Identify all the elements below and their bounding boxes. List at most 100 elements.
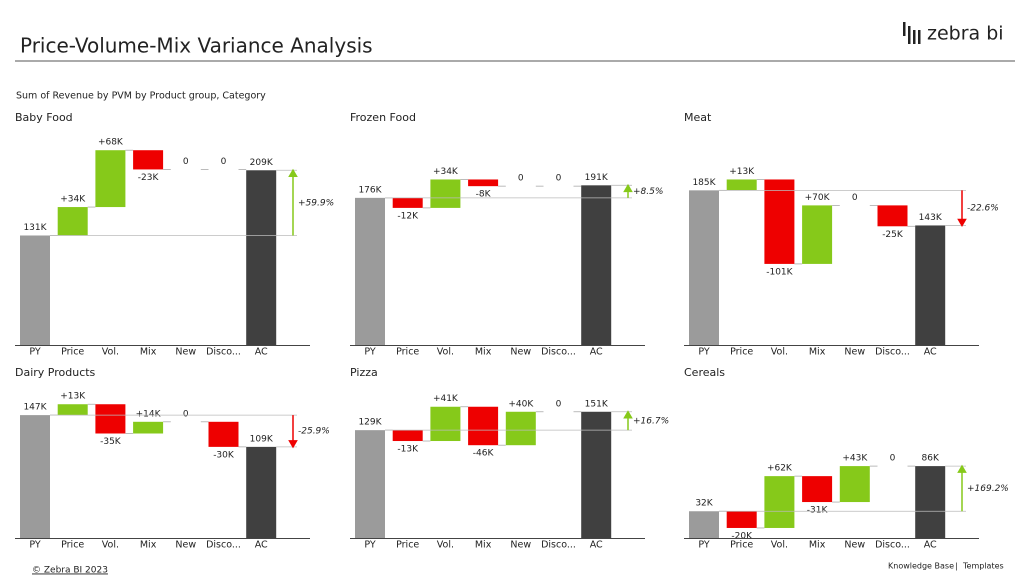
footer-separator: |	[955, 562, 958, 571]
value-label: -23K	[138, 173, 160, 183]
variance-label: -22.6%	[967, 203, 999, 213]
category-label: PY	[29, 540, 41, 551]
bar	[505, 411, 536, 446]
category-label: Price	[396, 347, 419, 358]
category-label: New	[844, 540, 865, 551]
bar	[581, 185, 612, 345]
value-label: 0	[852, 193, 858, 203]
bar	[57, 207, 88, 236]
bar	[802, 476, 833, 503]
value-label: +41K	[433, 394, 459, 404]
bar	[689, 511, 719, 538]
value-label: +14K	[136, 409, 162, 419]
category-label: PY	[364, 347, 376, 358]
category-label: PY	[698, 540, 710, 551]
value-label: 0	[890, 454, 896, 464]
bar	[726, 511, 757, 528]
value-label: -25K	[882, 230, 904, 240]
category-label: Mix	[475, 540, 492, 551]
bar	[208, 421, 239, 447]
variance-label: +59.9%	[298, 198, 334, 208]
variance-arrow	[288, 168, 298, 236]
variance-arrow	[623, 410, 633, 431]
variance-label: +169.2%	[967, 484, 1009, 494]
category-label: Mix	[809, 347, 826, 358]
value-label: -46K	[473, 449, 495, 459]
category-label: Price	[61, 347, 84, 358]
bar	[802, 205, 833, 264]
category-label: PY	[698, 347, 710, 358]
category-label: Mix	[809, 540, 826, 551]
value-label: 176K	[358, 185, 382, 195]
bar	[355, 430, 385, 538]
bar	[689, 190, 719, 345]
chart-title: Baby Food	[15, 111, 73, 124]
value-label: 0	[518, 174, 524, 184]
category-label: Price	[730, 540, 753, 551]
category-label: Price	[396, 540, 419, 551]
value-label: 0	[556, 399, 562, 409]
category-label: Price	[730, 347, 753, 358]
value-label: -13K	[397, 445, 419, 455]
value-label: 0	[183, 409, 189, 419]
value-label: -12K	[397, 211, 419, 221]
bar	[764, 476, 795, 528]
category-label: PY	[29, 347, 41, 358]
copyright[interactable]: © Zebra BI 2023	[32, 566, 108, 576]
page-title: Price-Volume-Mix Variance Analysis	[20, 34, 373, 58]
value-label: +13K	[729, 167, 755, 177]
variance-label: +8.5%	[633, 187, 663, 197]
value-label: 191K	[585, 173, 609, 183]
bar	[246, 446, 277, 538]
category-label: Mix	[140, 347, 157, 358]
bar	[20, 235, 50, 345]
category-label: Vol.	[437, 540, 454, 551]
category-label: New	[175, 540, 196, 551]
value-label: 185K	[692, 178, 716, 188]
category-label: Vol.	[771, 540, 788, 551]
value-label: -35K	[100, 437, 122, 447]
bar	[133, 150, 164, 170]
category-label: Mix	[140, 540, 157, 551]
footer-link[interactable]: Knowledge Base	[888, 562, 954, 571]
category-label: New	[175, 347, 196, 358]
bar	[57, 404, 88, 416]
category-label: AC	[924, 540, 937, 551]
category-label: Disco...	[875, 347, 910, 358]
value-label: 32K	[695, 499, 713, 509]
category-label: AC	[255, 347, 268, 358]
value-label: 209K	[250, 158, 274, 168]
category-label: Vol.	[771, 347, 788, 358]
value-label: 147K	[23, 403, 47, 413]
bar	[915, 466, 946, 538]
value-label: -8K	[476, 190, 492, 200]
value-label: +40K	[508, 399, 534, 409]
category-label: Disco...	[541, 540, 576, 551]
bar	[246, 170, 277, 345]
value-label: 0	[221, 157, 227, 167]
value-label: 0	[183, 157, 189, 167]
value-label: 131K	[23, 223, 47, 233]
bar	[581, 411, 612, 538]
bar	[430, 179, 461, 208]
bar	[95, 404, 126, 434]
category-label: Price	[61, 540, 84, 551]
category-label: Vol.	[437, 347, 454, 358]
bar	[877, 205, 908, 227]
bar	[430, 406, 461, 442]
bar	[468, 406, 499, 446]
value-label: +68K	[98, 138, 124, 148]
category-label: New	[510, 540, 531, 551]
chart-title: Pizza	[350, 366, 378, 379]
footer-link[interactable]: Templates	[962, 562, 1004, 571]
bar	[726, 179, 757, 191]
bar	[839, 466, 870, 503]
value-label: 109K	[250, 434, 274, 444]
bar	[468, 179, 499, 187]
value-label: -30K	[213, 450, 235, 460]
subtitle: Sum of Revenue by PVM by Product group, …	[16, 91, 266, 102]
category-label: Mix	[475, 347, 492, 358]
